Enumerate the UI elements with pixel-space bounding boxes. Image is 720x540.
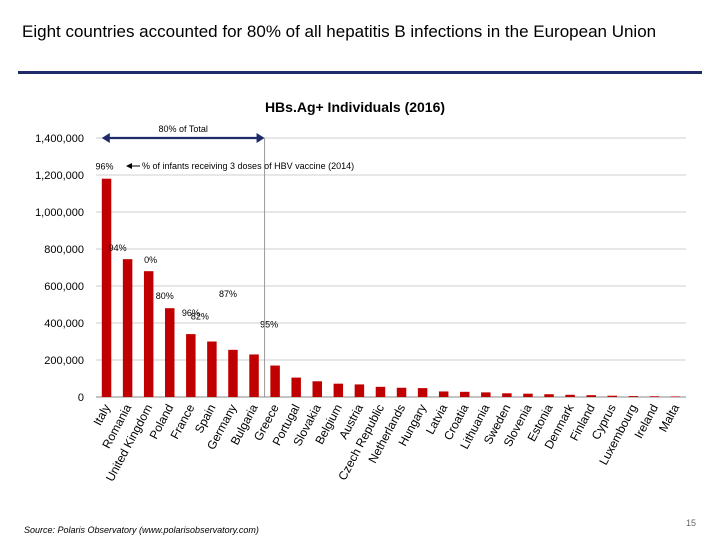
bar-value-label: 94% (109, 243, 127, 253)
bar-value-label: 95% (260, 320, 278, 330)
bar (481, 392, 491, 397)
bar (565, 394, 575, 397)
bar (207, 341, 217, 397)
bar-value-label: 96% (96, 162, 114, 172)
y-tick-label: 600,000 (44, 281, 84, 293)
bar (312, 381, 322, 397)
bar (438, 391, 449, 397)
bar-value-label: 82% (191, 312, 209, 322)
y-tick-label: 200,000 (44, 355, 84, 367)
bar (186, 334, 196, 397)
bar (165, 308, 175, 397)
y-tick-label: 1,400,000 (35, 133, 84, 145)
bar (333, 383, 344, 397)
bar (649, 396, 660, 397)
bar (460, 391, 470, 397)
bar (143, 271, 154, 397)
bar (417, 388, 428, 397)
bar (670, 396, 681, 397)
bar (122, 259, 133, 397)
x-tick-label: Malta (656, 402, 682, 435)
bracket-label: 80% of Total (158, 124, 207, 134)
y-tick-label: 0 (78, 392, 84, 404)
bar (354, 384, 365, 397)
bar-value-label: 0% (144, 255, 157, 265)
legend-note: % of infants receiving 3 doses of HBV va… (142, 161, 354, 171)
bracket-arrowhead-right (256, 133, 265, 143)
page-number: 15 (686, 518, 697, 528)
bar (396, 387, 407, 397)
bar (523, 393, 533, 397)
bar (628, 396, 639, 397)
bracket-arrowhead-left (101, 133, 110, 143)
y-tick-label: 1,200,000 (35, 170, 84, 182)
bar-value-label: 96% (182, 308, 200, 318)
bar (291, 377, 301, 397)
y-tick-label: 400,000 (44, 318, 84, 330)
bar (270, 365, 280, 397)
bar (586, 395, 596, 397)
bar (502, 393, 512, 397)
source-note: Source: Polaris Observatory (www.polaris… (24, 525, 259, 535)
bar (544, 394, 554, 397)
bar-value-label: 87% (219, 289, 237, 299)
slide-title: Eight countries accounted for 80% of all… (22, 22, 657, 41)
bar-value-label: 80% (156, 291, 174, 301)
chart-title: HBs.Ag+ Individuals (2016) (265, 99, 445, 115)
y-tick-label: 1,000,000 (35, 207, 84, 219)
bar (101, 178, 112, 397)
bar (249, 354, 259, 397)
legend-note-arrowhead (126, 163, 132, 169)
bar (228, 349, 238, 397)
y-tick-label: 800,000 (44, 244, 84, 256)
bar (607, 395, 617, 397)
title-divider (18, 71, 702, 74)
bar (375, 386, 386, 397)
